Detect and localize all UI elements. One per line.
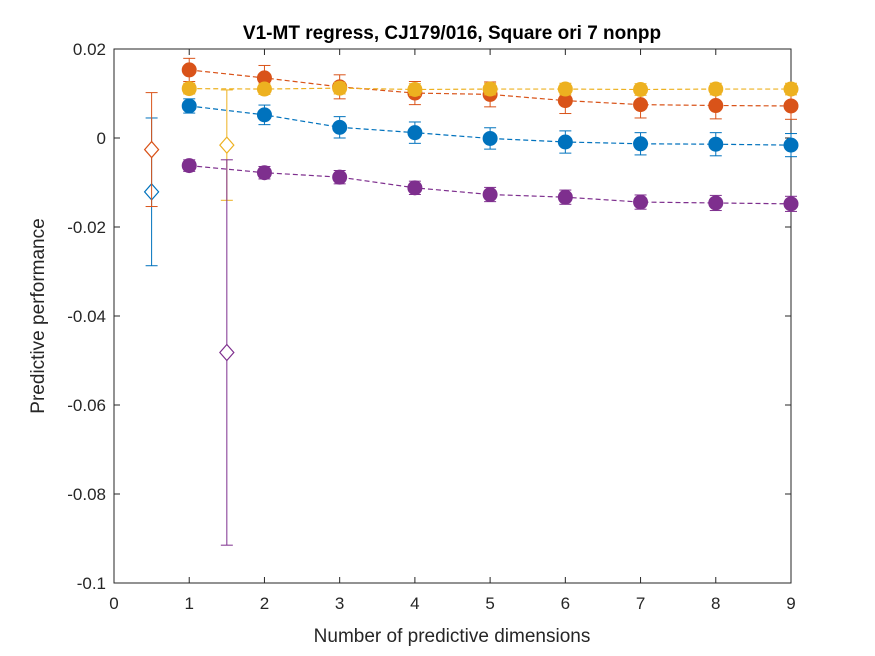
data-point [633,81,649,97]
y-tick-label: -0.1 [77,574,106,593]
y-tick-label: 0 [97,129,106,148]
x-tick-label: 6 [561,594,570,613]
data-point [783,196,799,212]
data-point [633,97,649,113]
data-point [181,158,197,174]
series-layer [143,57,799,546]
plot-area: 0 1 2 3 4 5 6 7 8 9 -0.1 -0.08 -0.06 -0.04 -0.02 0 0.02 [67,40,799,613]
data-point [708,81,724,97]
data-point [181,81,197,97]
reference-diamond-marker [143,140,160,159]
series-3 [181,80,799,201]
x-tick-label: 7 [636,594,645,613]
x-axis-label: Number of predictive dimensions [314,626,591,647]
series-line [189,69,792,107]
data-point [783,81,799,97]
data-point [332,80,348,96]
y-tick-label: 0.02 [73,40,106,59]
y-tick-label: -0.08 [67,485,106,504]
series-2 [143,57,799,208]
data-point [181,98,197,114]
data-point [633,194,649,210]
series-line [189,164,792,205]
y-tick-label: -0.04 [67,307,106,326]
data-point [557,189,573,205]
reference-diamond-marker [219,136,235,155]
data-point [708,195,724,211]
data-point [181,62,197,78]
x-tick-label: 8 [711,594,720,613]
data-point [783,137,799,153]
x-tick-label: 3 [335,594,344,613]
data-point [633,136,649,152]
data-point [482,187,498,203]
reference-diamond-marker [219,343,235,362]
data-point [708,136,724,152]
x-tick-label: 1 [184,594,193,613]
x-tick-label: 4 [410,594,419,613]
data-point [256,165,272,181]
data-point [256,107,272,123]
ticks: 0 1 2 3 4 5 6 7 8 9 -0.1 -0.08 -0.06 -0.04 -0.02 0 0.02 [67,40,795,613]
data-point [708,98,724,114]
x-tick-label: 0 [109,594,118,613]
x-tick-label: 9 [786,594,795,613]
data-point [407,81,423,97]
data-point [482,130,498,146]
chart-title: V1-MT regress, CJ179/016, Square ori 7 n… [243,23,661,44]
y-axis-label: Predictive performance [28,218,49,413]
y-tick-label: -0.06 [67,396,106,415]
x-tick-label: 5 [485,594,494,613]
data-point [557,134,573,150]
series-4 [181,158,799,546]
data-point [407,180,423,196]
data-point [407,125,423,141]
x-tick-label: 2 [260,594,269,613]
y-tick-label: -0.02 [67,218,106,237]
data-point [783,98,799,114]
data-point [557,81,573,97]
data-point [482,81,498,97]
data-point [332,169,348,185]
data-point [256,81,272,97]
data-point [332,119,348,135]
